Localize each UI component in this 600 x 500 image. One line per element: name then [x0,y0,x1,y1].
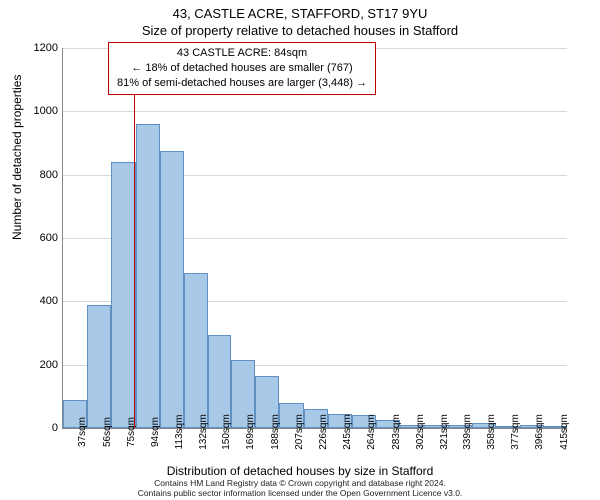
y-tick-label: 1000 [22,105,58,117]
x-tick-label: 113sqm [174,415,185,450]
histogram-bar [184,273,208,428]
x-tick-label: 415sqm [559,414,570,450]
histogram-bar [111,162,135,428]
x-tick-label: 264sqm [366,414,377,450]
x-tick-label: 283sqm [391,414,402,450]
x-tick-label: 226sqm [318,414,329,450]
callout-line-2: ← 18% of detached houses are smaller (76… [117,61,367,76]
title-subtitle: Size of property relative to detached ho… [0,21,600,38]
footer-line-1: Contains HM Land Registry data © Crown c… [0,478,600,488]
footer-attribution: Contains HM Land Registry data © Crown c… [0,478,600,498]
x-axis-label: Distribution of detached houses by size … [0,464,600,478]
callout-line-3: 81% of semi-detached houses are larger (… [117,76,367,91]
y-tick-label: 400 [22,295,58,307]
x-tick-label: 396sqm [534,414,545,450]
y-tick-label: 200 [22,359,58,371]
x-tick-label: 150sqm [221,414,232,450]
x-tick-label: 358sqm [486,414,497,450]
callout-box: 43 CASTLE ACRE: 84sqm ← 18% of detached … [108,42,376,95]
callout-line-1: 43 CASTLE ACRE: 84sqm [117,46,367,61]
y-tick-label: 0 [22,422,58,434]
reference-line [134,48,135,428]
x-tick-label: 302sqm [415,414,426,450]
x-tick-label: 94sqm [150,417,161,447]
x-tick-label: 169sqm [245,414,256,450]
gridline [63,111,567,112]
x-tick-label: 321sqm [439,414,450,450]
x-tick-label: 37sqm [77,417,88,447]
x-tick-label: 132sqm [198,414,209,450]
histogram-bar [87,305,111,429]
x-tick-label: 56sqm [102,417,113,447]
title-address: 43, CASTLE ACRE, STAFFORD, ST17 9YU [0,0,600,21]
y-tick-label: 800 [22,169,58,181]
histogram-bar [136,124,160,428]
x-tick-label: 207sqm [294,414,305,450]
x-tick-label: 245sqm [342,414,353,450]
y-axis-label: Number of detached properties [10,75,24,240]
plot-region [62,48,567,429]
histogram-bar [160,151,184,428]
y-tick-label: 1200 [22,42,58,54]
x-tick-label: 188sqm [270,414,281,450]
y-tick-label: 600 [22,232,58,244]
x-tick-label: 339sqm [462,414,473,450]
chart-area [62,48,566,428]
x-tick-label: 377sqm [510,414,521,450]
footer-line-2: Contains public sector information licen… [0,488,600,498]
